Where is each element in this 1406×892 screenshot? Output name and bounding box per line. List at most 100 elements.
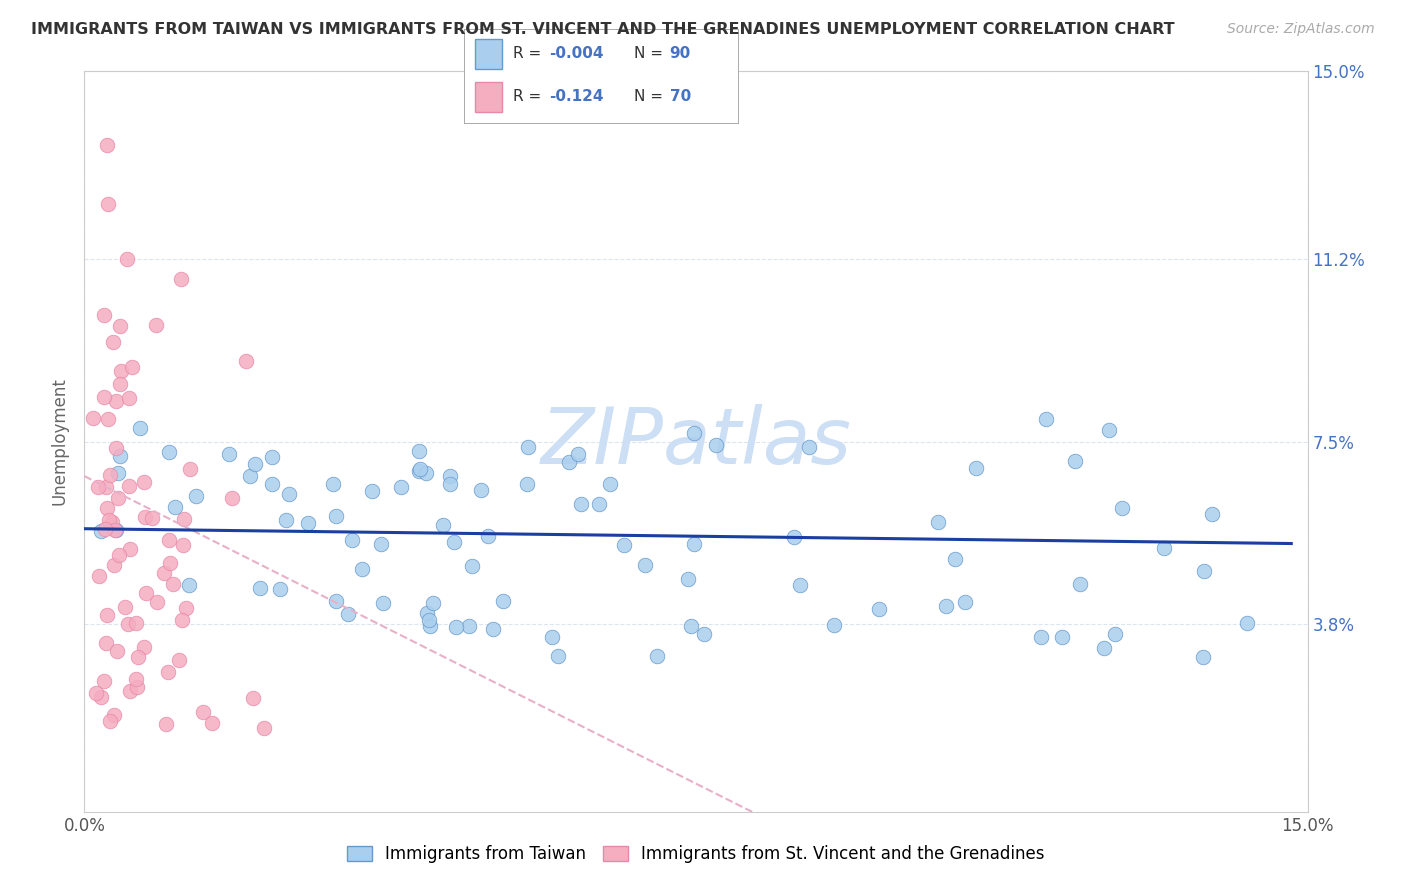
Point xyxy=(127,650,149,665)
Point xyxy=(157,665,180,679)
Point xyxy=(242,690,264,705)
Point xyxy=(174,600,197,615)
Point xyxy=(461,558,484,573)
Point xyxy=(783,530,806,544)
Point xyxy=(84,686,107,700)
Text: -0.124: -0.124 xyxy=(548,89,603,104)
Point xyxy=(152,566,174,581)
Point xyxy=(134,640,156,654)
Point xyxy=(1201,508,1223,522)
Point xyxy=(177,578,200,592)
Point xyxy=(107,491,129,506)
Point xyxy=(93,673,115,688)
Point xyxy=(243,457,266,471)
Text: 70: 70 xyxy=(669,89,690,104)
Point xyxy=(927,516,949,530)
Point xyxy=(253,721,276,735)
Point xyxy=(100,516,122,530)
Point xyxy=(121,360,143,375)
Point xyxy=(105,523,128,537)
Text: N =: N = xyxy=(634,46,668,62)
Point xyxy=(868,602,890,616)
Point xyxy=(146,595,169,609)
Point xyxy=(118,479,141,493)
Point xyxy=(1153,541,1175,555)
Point xyxy=(415,606,437,620)
Point xyxy=(371,596,394,610)
Point xyxy=(97,197,120,211)
Point xyxy=(107,466,129,480)
Point xyxy=(135,585,157,599)
Text: N =: N = xyxy=(634,89,668,104)
Point xyxy=(129,421,152,435)
Point xyxy=(262,450,284,464)
Point xyxy=(567,448,589,462)
Point xyxy=(797,440,820,454)
Point xyxy=(127,680,149,694)
Point xyxy=(172,538,194,552)
Text: IMMIGRANTS FROM TAIWAN VS IMMIGRANTS FROM ST. VINCENT AND THE GRENADINES UNEMPLO: IMMIGRANTS FROM TAIWAN VS IMMIGRANTS FRO… xyxy=(31,22,1174,37)
Point xyxy=(117,616,139,631)
Point xyxy=(558,455,581,469)
Point xyxy=(108,318,131,333)
Point xyxy=(170,613,193,627)
Point xyxy=(322,477,344,491)
Point xyxy=(1104,627,1126,641)
Point xyxy=(260,477,283,491)
Point xyxy=(97,412,120,426)
Point xyxy=(93,308,115,322)
Point xyxy=(93,390,115,404)
Point xyxy=(325,508,347,523)
Point xyxy=(1194,564,1216,578)
Legend: Immigrants from Taiwan, Immigrants from St. Vincent and the Grenadines: Immigrants from Taiwan, Immigrants from … xyxy=(340,838,1052,870)
Point xyxy=(1035,411,1057,425)
Point xyxy=(599,477,621,491)
Point xyxy=(1098,423,1121,437)
Point xyxy=(87,480,110,494)
Point xyxy=(98,468,121,483)
Point xyxy=(953,595,976,609)
Point xyxy=(108,450,131,464)
Point xyxy=(492,594,515,608)
Point xyxy=(94,480,117,494)
Point xyxy=(155,717,177,731)
Point xyxy=(132,475,155,489)
Point xyxy=(443,534,465,549)
Point xyxy=(408,443,430,458)
Point xyxy=(114,600,136,615)
Point xyxy=(235,353,257,368)
Point xyxy=(218,447,240,461)
Point xyxy=(103,707,125,722)
Text: R =: R = xyxy=(513,89,547,104)
Point xyxy=(647,649,669,664)
Point xyxy=(105,643,128,657)
Point xyxy=(389,480,412,494)
Point xyxy=(965,460,987,475)
Point xyxy=(432,518,454,533)
Point xyxy=(361,483,384,498)
Point xyxy=(297,516,319,530)
Point xyxy=(516,477,538,491)
Point xyxy=(1052,630,1074,644)
Point xyxy=(679,619,702,633)
Point xyxy=(104,394,127,409)
Point xyxy=(935,599,957,613)
Point xyxy=(269,582,291,596)
Point xyxy=(87,569,110,583)
Point xyxy=(90,690,112,704)
Point xyxy=(165,500,187,515)
Point xyxy=(162,577,184,591)
Point xyxy=(340,533,363,548)
FancyBboxPatch shape xyxy=(475,82,502,112)
Point xyxy=(98,714,121,728)
Point xyxy=(278,487,301,501)
Point xyxy=(676,572,699,586)
Point xyxy=(336,607,359,621)
Point xyxy=(439,477,461,491)
Point xyxy=(191,705,214,719)
Point xyxy=(325,593,347,607)
Point xyxy=(350,562,373,576)
Point xyxy=(789,578,811,592)
Point xyxy=(571,497,593,511)
Point xyxy=(588,497,610,511)
